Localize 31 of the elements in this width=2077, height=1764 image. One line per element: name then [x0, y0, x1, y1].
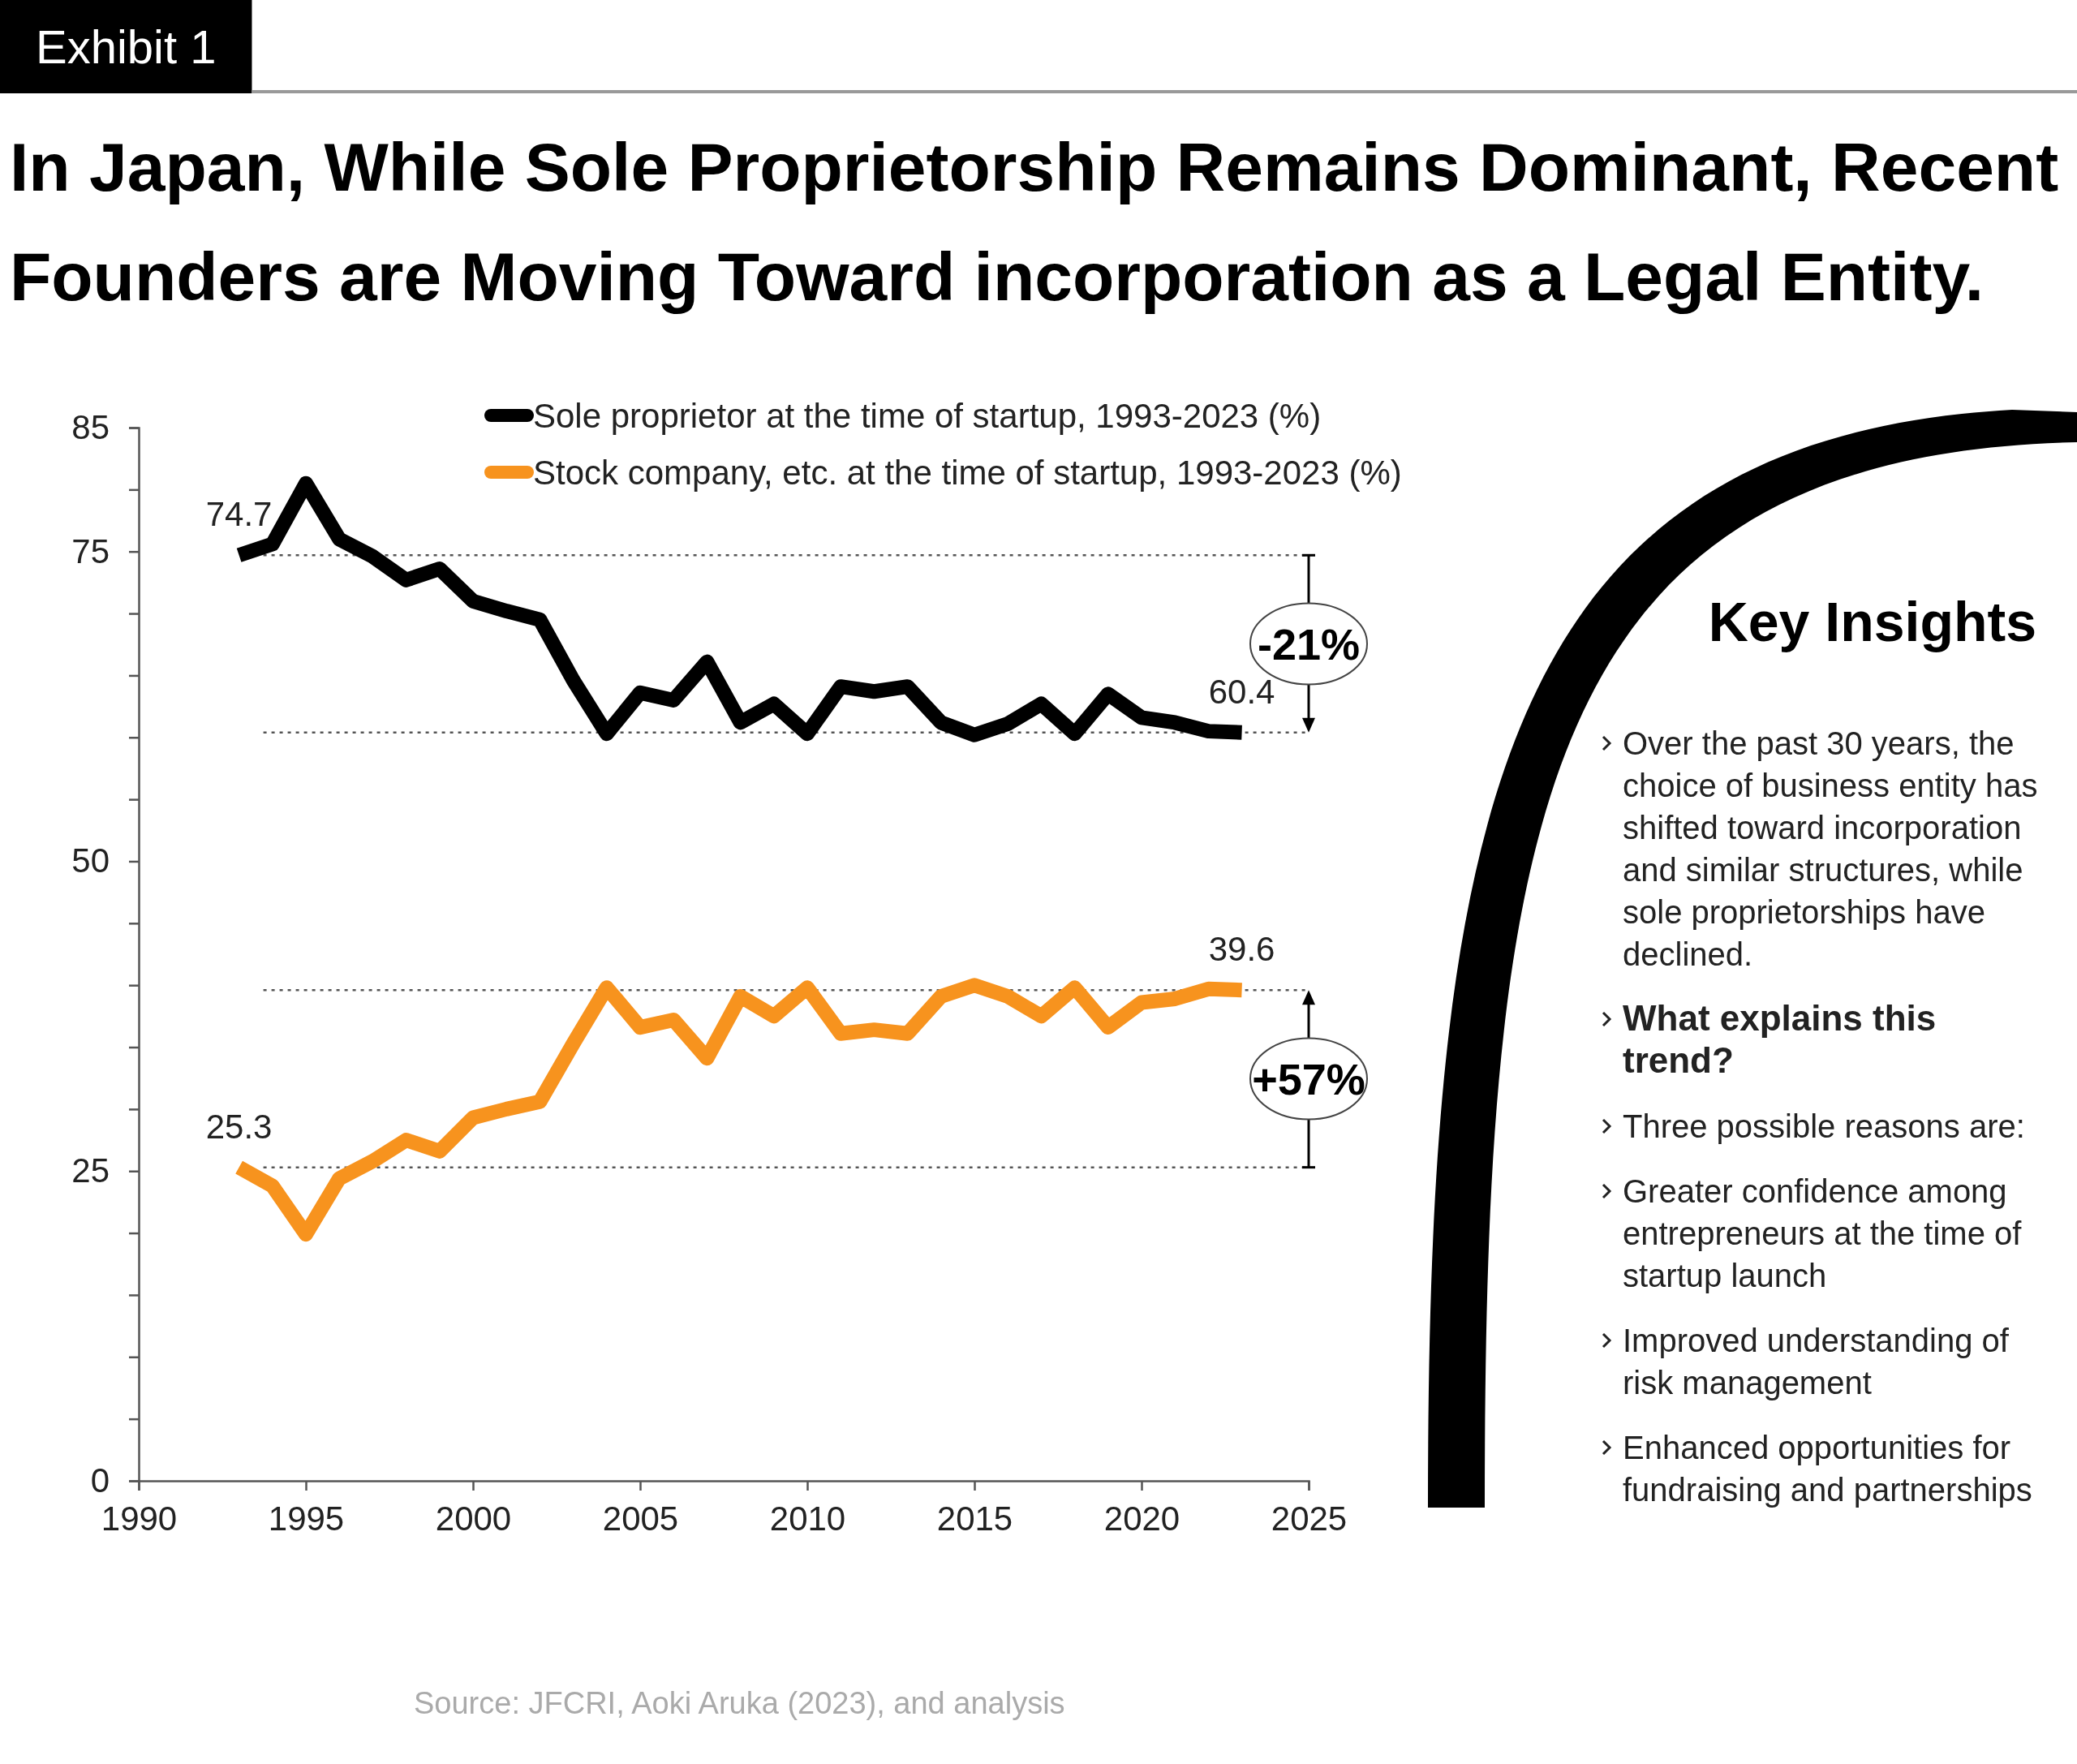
y-tick-label: 0 — [90, 1461, 110, 1499]
x-tick-label: 2000 — [435, 1499, 512, 1538]
data-label: 74.7 — [205, 495, 273, 534]
x-tick-label: 2015 — [936, 1499, 1013, 1538]
text: Three possible reasons are: — [1623, 1108, 2025, 1144]
annotation: +57% — [1252, 1055, 1365, 1104]
text: What explains this trend? — [1623, 998, 1937, 1080]
data-label: 25.3 — [205, 1107, 273, 1146]
x-tick-label: 2025 — [1271, 1499, 1348, 1538]
data-label: 60.4 — [1208, 672, 1275, 711]
text: Enhanced opportunities for fundraising and partnerships — [1623, 1430, 2032, 1508]
y-tick-label: 25 — [71, 1151, 110, 1190]
y-tick-label: 50 — [71, 841, 110, 880]
text: Exhibit 1 — [36, 20, 217, 73]
x-tick-label: 2005 — [602, 1499, 679, 1538]
x-tick-label: 2010 — [769, 1499, 846, 1538]
data-label: 39.6 — [1208, 930, 1275, 969]
text: Over the past 30 years, the choice of business entity has shifted toward incorporation and similar structures, while sole proprietorships have declined. — [1623, 725, 2038, 972]
x-tick-label: 2020 — [1103, 1499, 1180, 1538]
y-tick-label: 75 — [71, 531, 110, 570]
x-tick-label: 1995 — [268, 1499, 345, 1538]
annotation: -21% — [1257, 620, 1361, 669]
y-tick-label: 85 — [71, 407, 110, 446]
legend-label: Stock company, etc. at the time of startup, 1993-2023 (%) — [533, 454, 1402, 492]
legend-label: Sole proprietor at the time of startup, 1993-2023 (%) — [533, 397, 1322, 435]
x-tick-label: 1990 — [101, 1499, 178, 1538]
chart-title: In Japan, While Sole Proprietorship Remains Dominant, Recent Founders are Moving Toward incorporation as a Legal Entity. — [10, 129, 2059, 315]
source-note: Source: JFCRI, Aoki Aruka (2023), and analysis — [414, 1686, 1065, 1720]
text: Key Insights — [1708, 591, 2036, 652]
text: Greater confidence among entrepreneurs at the time of startup launch — [1623, 1173, 2023, 1293]
text: Improved understanding of risk management — [1623, 1323, 2010, 1400]
